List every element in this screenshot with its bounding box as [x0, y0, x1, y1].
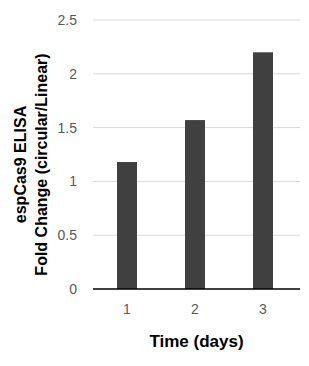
bar: [253, 52, 273, 289]
chart-container: 0 0.5 1 1.5 2 2.5 1 2 3 Time (days) espCas9 ELISAF…: [0, 0, 309, 366]
grid-line: [93, 20, 300, 21]
y-axis-label-line: Fold Change (circular/Linear): [33, 53, 50, 275]
y-tick-label: 2: [69, 66, 77, 82]
y-tick-label: 1: [69, 173, 77, 189]
y-tick-label: 1.5: [58, 120, 78, 136]
y-tick-label: 0.5: [58, 227, 78, 243]
x-axis-label: Time (days): [149, 332, 243, 351]
x-tick-label: 1: [123, 301, 131, 317]
y-tick-label: 2.5: [58, 12, 78, 28]
y-axis-label: espCas9 ELISAFold Change (circular/Linea…: [12, 53, 50, 275]
y-tick-label: 0: [69, 281, 77, 297]
y-axis-label-line: espCas9 ELISA: [12, 105, 29, 223]
bar: [185, 120, 205, 289]
x-axis-line: [93, 288, 300, 290]
bar: [117, 162, 137, 289]
bars: [117, 52, 273, 289]
x-tick-label: 2: [191, 301, 199, 317]
x-tick-label: 3: [259, 301, 267, 317]
chart: 0 0.5 1 1.5 2 2.5 1 2 3 Time (days) espCas9 ELISAF…: [0, 0, 309, 366]
